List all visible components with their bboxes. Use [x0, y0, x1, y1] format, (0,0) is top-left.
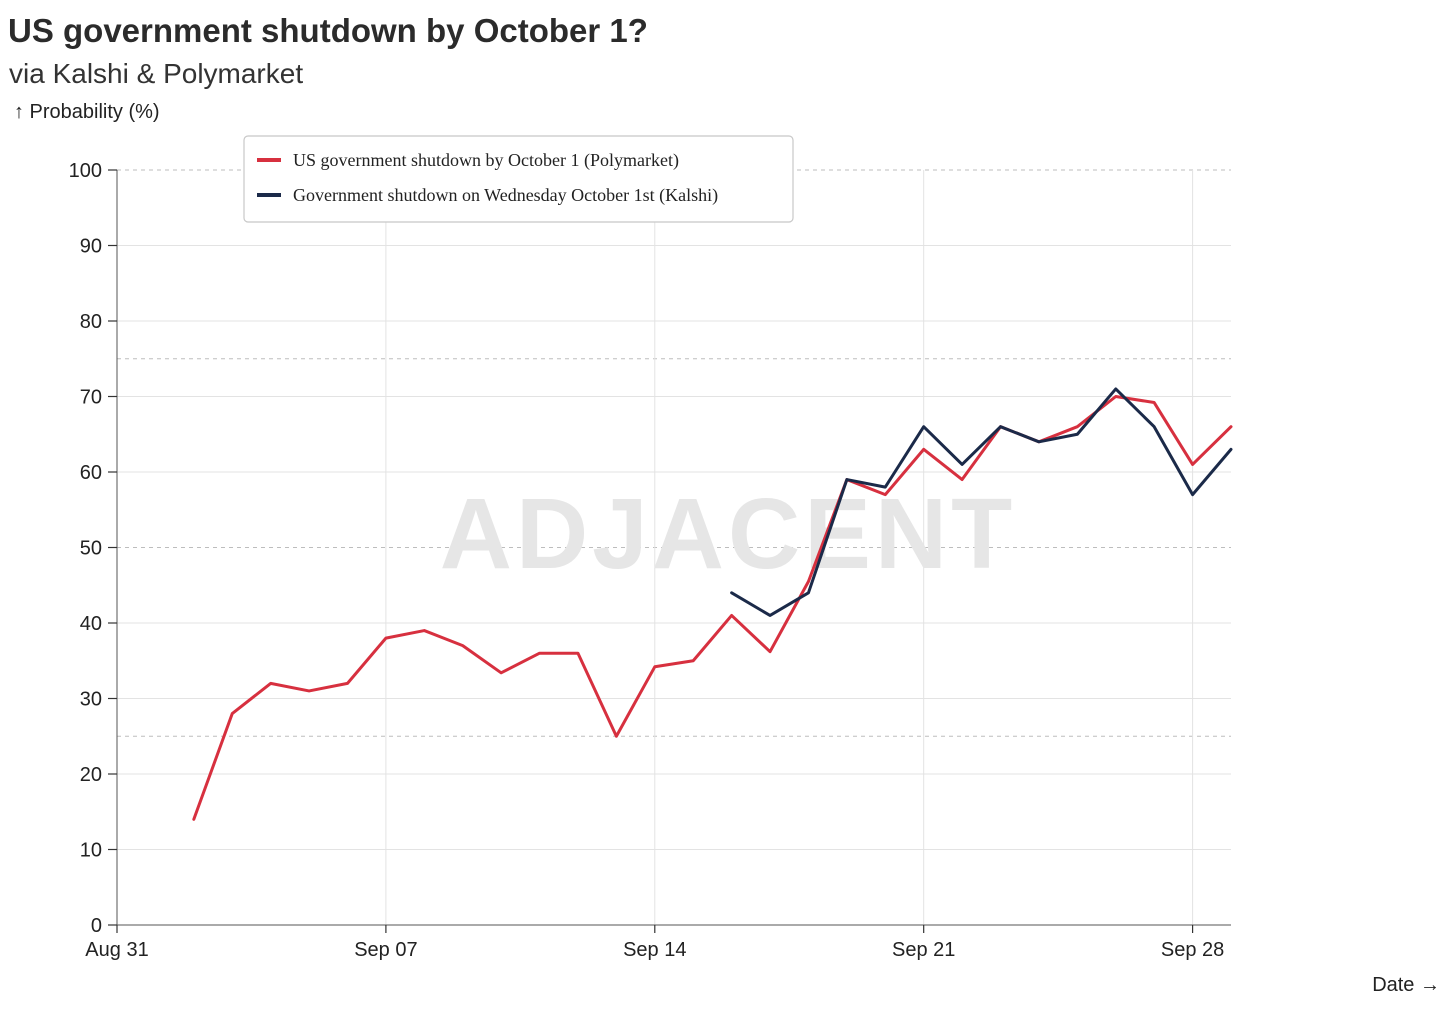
x-tick-label: Sep 21 — [892, 939, 955, 961]
legend-label: Government shutdown on Wednesday October… — [293, 185, 718, 206]
legend: US government shutdown by October 1 (Pol… — [243, 135, 794, 223]
x-tick-label: Sep 28 — [1161, 939, 1224, 961]
y-tick-label: 0 — [91, 915, 102, 937]
x-tick-label: Sep 14 — [623, 939, 686, 961]
chart-title: US government shutdown by October 1? — [8, 12, 648, 49]
y-tick-label: 70 — [80, 387, 102, 409]
x-tick-label: Aug 31 — [85, 939, 148, 961]
x-tick-label: Sep 07 — [354, 939, 417, 961]
y-axis-label: ↑ Probability (%) — [14, 101, 160, 123]
axes: 0 10 20 30 40 50 60 70 80 90 100 Aug 31 Sep 07 Sep 14… — [69, 160, 1231, 961]
series — [192, 387, 1233, 821]
series-line-kalshi — [730, 387, 1233, 617]
y-tick-label: 80 — [80, 311, 102, 333]
y-tick-label: 100 — [69, 160, 102, 182]
watermark: ADJACENT — [440, 478, 1016, 590]
y-tick-label: 90 — [80, 236, 102, 258]
y-tick-label: 50 — [80, 538, 102, 560]
y-tick-label: 20 — [80, 764, 102, 786]
legend-label: US government shutdown by October 1 (Pol… — [293, 150, 679, 171]
y-tick-label: 60 — [80, 462, 102, 484]
y-tick-label: 30 — [80, 689, 102, 711]
x-axis-label: Date → — [1372, 974, 1440, 996]
series-line-polymarket — [192, 395, 1233, 821]
legend-box — [243, 135, 794, 223]
chart-subtitle: via Kalshi & Polymarket — [9, 58, 303, 89]
y-tick-label: 40 — [80, 613, 102, 635]
gridlines — [116, 169, 1231, 926]
y-tick-label: 10 — [80, 840, 102, 862]
